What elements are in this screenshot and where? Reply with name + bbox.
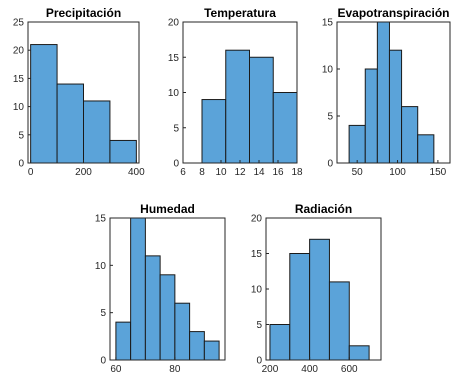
y-tick-label: 10: [322, 65, 334, 76]
x-tick-label: 400: [301, 364, 318, 375]
histogram-bar: [144, 255, 161, 361]
x-tick-label: 150: [430, 167, 447, 178]
chart-title: Temperatura: [204, 6, 276, 20]
histogram-panel-4: Humedad 60 80 0 5 10 15: [95, 202, 226, 375]
x-tick-label: 50: [352, 167, 364, 178]
y-tick-label: 15: [168, 53, 180, 64]
histogram-bar: [56, 83, 85, 164]
y-tick-label: 15: [95, 214, 107, 225]
histogram-bar: [348, 124, 366, 164]
histogram-panel-2: Temperatura 6 8 10 12 14 16 18 0 5 10 15 20: [168, 6, 303, 178]
histogram-bar: [388, 49, 403, 164]
chart-title: Radiación: [295, 202, 352, 216]
histogram-panel-3: Evapotranspiración 50 100 150 0 5 10 15: [322, 6, 451, 178]
histogram-bar: [115, 321, 132, 361]
histogram-bar: [249, 56, 274, 164]
y-tick-label: 5: [327, 112, 333, 123]
y-tick-label: 10: [168, 88, 180, 99]
histogram-bar: [109, 139, 137, 164]
x-tick-label: 18: [291, 167, 303, 178]
chart-title: Humedad: [140, 202, 195, 216]
histogram-bar: [328, 281, 350, 361]
y-tick-label: 20: [251, 214, 263, 225]
x-tick-label: 8: [199, 167, 205, 178]
y-tick-label: 15: [322, 18, 334, 29]
x-tick-label: 14: [253, 167, 265, 178]
histogram-bar: [159, 274, 176, 361]
histogram-bar: [203, 340, 220, 361]
histogram-bar: [83, 100, 111, 164]
y-tick-label: 15: [251, 249, 263, 260]
x-tick-label: 16: [272, 167, 284, 178]
histogram-bar: [417, 134, 435, 164]
y-tick-label: 20: [168, 18, 180, 29]
x-tick-label: 6: [180, 167, 186, 178]
y-tick-label: 0: [100, 356, 106, 367]
histogram-panel-1: Precipitación 0 200 400 0 5 10 15 20 25: [13, 6, 145, 178]
y-tick-label: 10: [251, 285, 263, 296]
y-tick-label: 25: [13, 18, 25, 29]
x-tick-label: 400: [128, 167, 145, 178]
x-tick-label: 60: [110, 364, 122, 375]
x-tick-label: 80: [169, 364, 181, 375]
y-tick-label: 0: [256, 356, 262, 367]
histogram-bar: [189, 331, 205, 361]
histogram-bar: [30, 44, 58, 164]
histogram-bar: [174, 302, 191, 361]
y-tick-label: 5: [100, 308, 106, 319]
histogram-bar: [376, 21, 390, 164]
y-tick-label: 0: [18, 159, 24, 170]
y-tick-label: 15: [13, 74, 25, 85]
x-tick-label: 0: [28, 167, 34, 178]
x-tick-label: 200: [75, 167, 92, 178]
axes-frame: [109, 217, 226, 361]
histogram-bar: [225, 49, 250, 164]
y-tick-label: 5: [173, 123, 179, 134]
y-tick-label: 5: [256, 320, 262, 331]
x-tick-label: 200: [262, 364, 279, 375]
axes-frame: [336, 21, 451, 164]
histogram-bar: [364, 68, 378, 164]
chart-title: Precipitación: [46, 6, 121, 20]
x-tick-label: 100: [389, 167, 406, 178]
x-tick-label: 600: [341, 364, 358, 375]
histogram-bar: [401, 106, 419, 164]
x-tick-label: 12: [234, 167, 246, 178]
y-tick-label: 10: [95, 261, 107, 272]
y-tick-label: 5: [18, 130, 24, 141]
histogram-bar: [348, 345, 370, 361]
x-tick-label: 10: [215, 167, 227, 178]
y-tick-label: 10: [13, 102, 25, 113]
y-tick-label: 20: [13, 46, 25, 57]
histogram-bar: [272, 92, 298, 164]
histogram-bar: [289, 253, 311, 361]
histogram-bar: [130, 217, 146, 361]
chart-title: Evapotranspiración: [337, 6, 449, 20]
y-tick-label: 0: [327, 159, 333, 170]
histogram-bar: [269, 324, 291, 361]
histogram-bar: [201, 99, 227, 164]
histogram-panel-5: Radiación 200 400 600 0 5 10 15 20: [251, 202, 382, 375]
y-tick-label: 0: [173, 159, 179, 170]
histogram-bar: [309, 238, 330, 361]
